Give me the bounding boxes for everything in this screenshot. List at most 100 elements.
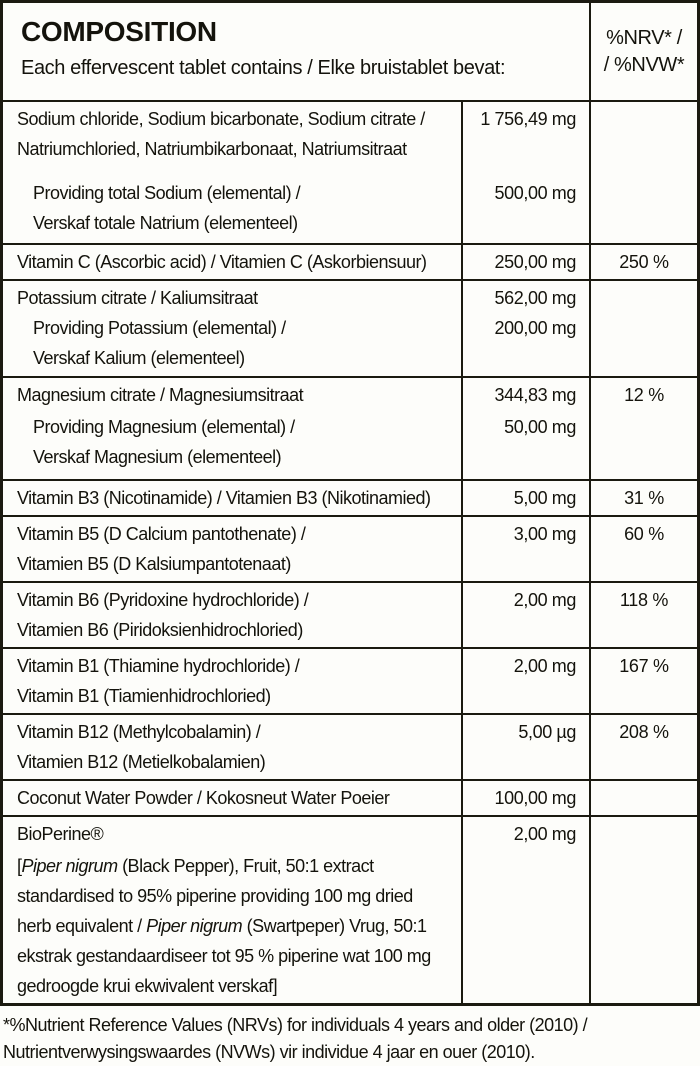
detail-text: (Swartpeper) Vrug, 50:1 ekstrak gestanda… [17, 916, 431, 996]
ingredient-name: Vitamin B1 (Thiamine hydrochloride) / Vi… [17, 656, 300, 706]
detail-text: [ [17, 856, 22, 876]
column-divider [461, 245, 463, 279]
column-divider [589, 517, 591, 581]
ingredient-name: Vitamin B5 (D Calcium pantothenate) / Vi… [17, 524, 306, 574]
nrv-value: 12 % [624, 385, 664, 405]
ingredient-entries: Vitamin B3 (Nicotinamide) / Vitamien B3 … [3, 483, 589, 513]
ingredient-name: Providing Potassium (elemental) / Verska… [33, 318, 286, 368]
table-row: 12 % Magnesium citrate / Magnesiumsitraat… [3, 376, 697, 479]
amount-value: 5,00 mg [513, 488, 577, 508]
footnote: *%Nutrient Reference Values (NRVs) for i… [3, 1015, 588, 1062]
ingredient-name: Providing Magnesium (elemental) / Verska… [33, 417, 295, 467]
column-divider [589, 481, 591, 515]
ingredient-name: BioPerine® [17, 824, 104, 844]
nrv-value: 118 % [619, 590, 669, 610]
table-subtitle: Each effervescent tablet contains / Elke… [21, 57, 506, 79]
table-row: 60 % Vitamin B5 (D Calcium pantothenate) … [3, 515, 697, 581]
ingredient-entry: Vitamin B3 (Nicotinamide) / Vitamien B3 … [3, 483, 589, 513]
detail-text: (Black Pepper), Fruit, 50:1 extract stan… [17, 856, 413, 936]
page-title: COMPOSITION [21, 16, 217, 47]
ingredient-name: Vitamin C (Ascorbic acid) / Vitamien C (… [17, 252, 427, 272]
column-divider [589, 102, 591, 243]
column-divider [461, 715, 463, 779]
amount-value: 200,00 mg [494, 318, 577, 338]
ingredient-name: Providing total Sodium (elemental) / Ver… [33, 183, 301, 233]
column-divider [461, 583, 463, 647]
table-header: COMPOSITION Each effervescent tablet con… [3, 3, 697, 100]
ingredient-entry: Potassium citrate / Kaliumsitraat 562,00 … [3, 283, 589, 313]
column-divider [461, 517, 463, 581]
ingredient-name: Coconut Water Powder / Kokosneut Water P… [17, 788, 390, 808]
ingredient-entry: Vitamin C (Ascorbic acid) / Vitamien C (… [3, 247, 589, 277]
amount-value: 500,00 mg [494, 183, 577, 203]
column-divider [589, 817, 591, 1003]
column-divider [589, 583, 591, 647]
amount-value: 2,00 mg [513, 824, 577, 844]
nrv-value: 250 % [619, 252, 669, 272]
ingredient-name: Magnesium citrate / Magnesiumsitraat [17, 385, 304, 405]
ingredient-entries: Coconut Water Powder / Kokosneut Water P… [3, 783, 589, 813]
botanical-name: Piper nigrum [21, 856, 119, 876]
nrv-value: 208 % [619, 722, 669, 742]
table-row: 118 % Vitamin B6 (Pyridoxine hydrochlorid… [3, 581, 697, 647]
ingredient-entries: Vitamin C (Ascorbic acid) / Vitamien C (… [3, 247, 589, 277]
ingredient-entry: Vitamin B12 (Methylcobalamin) / Vitamien… [3, 717, 589, 777]
ingredient-entries: Vitamin B6 (Pyridoxine hydrochloride) / … [3, 585, 589, 645]
column-divider [589, 715, 591, 779]
ingredient-name: Vitamin B3 (Nicotinamide) / Vitamien B3 … [17, 488, 431, 508]
amount-value: 250,00 mg [494, 252, 577, 272]
amount-value: 562,00 mg [494, 288, 577, 308]
column-divider [461, 102, 463, 243]
column-divider [589, 649, 591, 713]
table-row: 250 % Vitamin C (Ascorbic acid) / Vitamie… [3, 243, 697, 279]
table-row: Coconut Water Powder / Kokosneut Water P… [3, 779, 697, 815]
ingredient-name: Sodium chloride, Sodium bicarbonate, Sod… [17, 109, 425, 159]
ingredient-entry: Vitamin B5 (D Calcium pantothenate) / Vi… [3, 519, 589, 579]
column-divider [461, 281, 463, 376]
ingredient-entry: Magnesium citrate / Magnesiumsitraat 344,… [3, 380, 589, 410]
amount-value: 2,00 mg [513, 590, 577, 610]
ingredient-entries: Vitamin B12 (Methylcobalamin) / Vitamien… [3, 717, 589, 777]
column-divider [589, 245, 591, 279]
column-divider [461, 817, 463, 1003]
column-divider [461, 481, 463, 515]
amount-value: 344,83 mg [494, 385, 577, 405]
column-divider [589, 378, 591, 479]
nrv-value: 167 % [619, 656, 669, 676]
ingredient-entry: Providing total Sodium (elemental) / Ver… [3, 178, 589, 238]
ingredient-detail: [Piper nigrum (Black Pepper), Fruit, 50:… [3, 851, 461, 1001]
botanical-name: Piper nigrum [146, 916, 243, 936]
ingredient-name: Vitamin B6 (Pyridoxine hydrochloride) / … [17, 590, 309, 640]
composition-table: COMPOSITION Each effervescent tablet con… [0, 0, 700, 1006]
nrv-value: 60 % [624, 524, 664, 544]
amount-value: 2,00 mg [513, 656, 577, 676]
ingredient-entries: Vitamin B5 (D Calcium pantothenate) / Vi… [3, 519, 589, 579]
table-row: 208 % Vitamin B12 (Methylcobalamin) / Vit… [3, 713, 697, 779]
column-divider [589, 3, 591, 100]
ingredient-entry: Providing Potassium (elemental) / Verska… [3, 313, 589, 373]
ingredient-entries: Sodium chloride, Sodium bicarbonate, Sod… [3, 104, 589, 238]
amount-value: 50,00 mg [504, 417, 576, 437]
table-row: Potassium citrate / Kaliumsitraat 562,00 … [3, 279, 697, 376]
column-divider [589, 781, 591, 815]
ingredient-entry: Vitamin B6 (Pyridoxine hydrochloride) / … [3, 585, 589, 645]
ingredient-entry: BioPerine® 2,00 mg [3, 819, 589, 849]
amount-value: 3,00 mg [513, 524, 577, 544]
column-divider [461, 781, 463, 815]
ingredient-entry: Providing Magnesium (elemental) / Verska… [3, 412, 589, 472]
nrv-value: 31 % [624, 488, 664, 508]
ingredient-entry: Coconut Water Powder / Kokosneut Water P… [3, 783, 589, 813]
ingredient-entries: Vitamin B1 (Thiamine hydrochloride) / Vi… [3, 651, 589, 711]
ingredient-name: Vitamin B12 (Methylcobalamin) / Vitamien… [17, 722, 266, 772]
ingredient-entry: Vitamin B1 (Thiamine hydrochloride) / Vi… [3, 651, 589, 711]
amount-value: 1 756,49 mg [480, 109, 576, 129]
column-divider [461, 649, 463, 713]
amount-value: 100,00 mg [494, 788, 577, 808]
table-header-main: COMPOSITION Each effervescent tablet con… [3, 3, 589, 100]
nrv-column-header: %NRV* / / %NVW* [603, 26, 685, 76]
ingredient-entries: BioPerine® 2,00 mg [Piper nigrum (Black Pe… [3, 819, 589, 1001]
ingredient-name: Potassium citrate / Kaliumsitraat [17, 288, 258, 308]
column-divider [461, 378, 463, 479]
column-divider [589, 281, 591, 376]
